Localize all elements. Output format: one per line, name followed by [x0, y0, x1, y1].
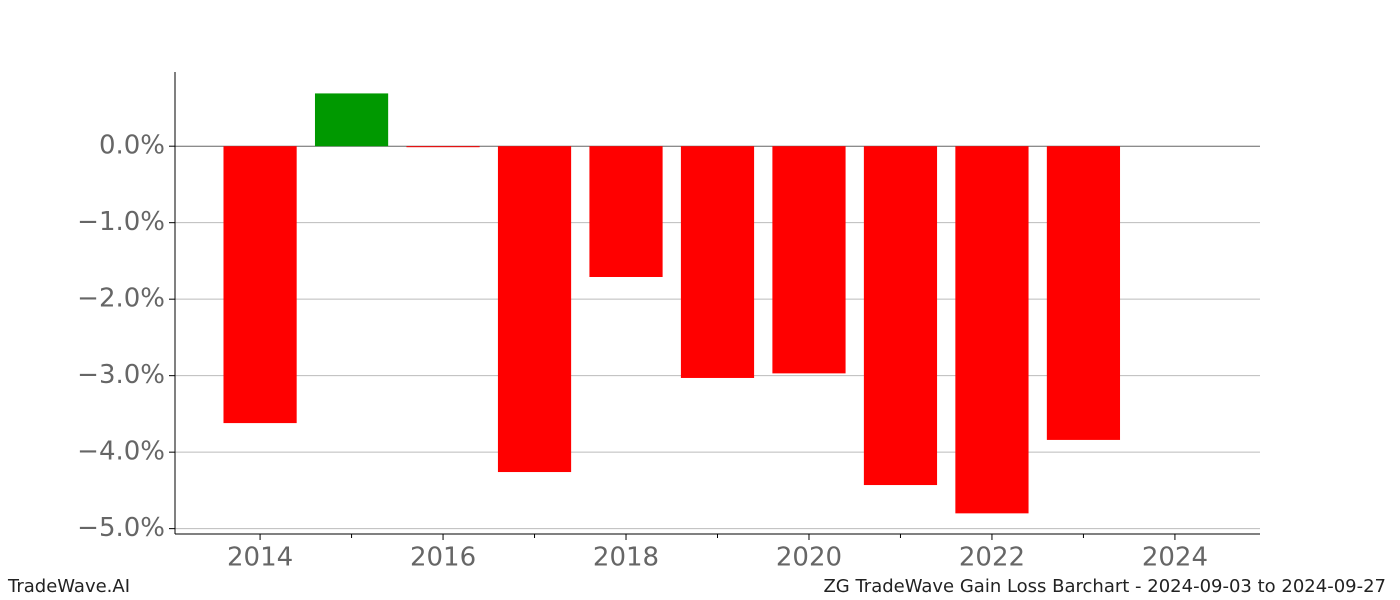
- footer-left: TradeWave.AI: [7, 576, 130, 597]
- bar: [863, 146, 938, 486]
- x-tick-label: 2022: [959, 543, 1025, 573]
- x-tick-label: 2024: [1142, 543, 1208, 573]
- footer-right: ZG TradeWave Gain Loss Barchart - 2024-0…: [823, 576, 1386, 597]
- bar: [406, 146, 480, 148]
- bar: [1046, 146, 1121, 440]
- y-tick-label: −2.0%: [77, 284, 165, 314]
- y-tick-label: −4.0%: [77, 437, 165, 467]
- x-tick-label: 2020: [776, 543, 842, 573]
- x-tick-label: 2018: [593, 543, 659, 573]
- y-tick-label: −3.0%: [77, 360, 165, 390]
- x-tick-label: 2014: [227, 543, 293, 573]
- y-tick-label: −5.0%: [77, 513, 165, 543]
- bar: [589, 146, 663, 277]
- bar: [223, 146, 297, 424]
- bar: [314, 93, 389, 147]
- y-tick-label: −1.0%: [77, 207, 165, 237]
- y-tick-label: 0.0%: [99, 131, 165, 161]
- bar: [497, 146, 572, 473]
- x-tick-label: 2016: [410, 543, 476, 573]
- bar: [680, 146, 755, 378]
- bar: [772, 146, 846, 374]
- bar: [955, 146, 1029, 514]
